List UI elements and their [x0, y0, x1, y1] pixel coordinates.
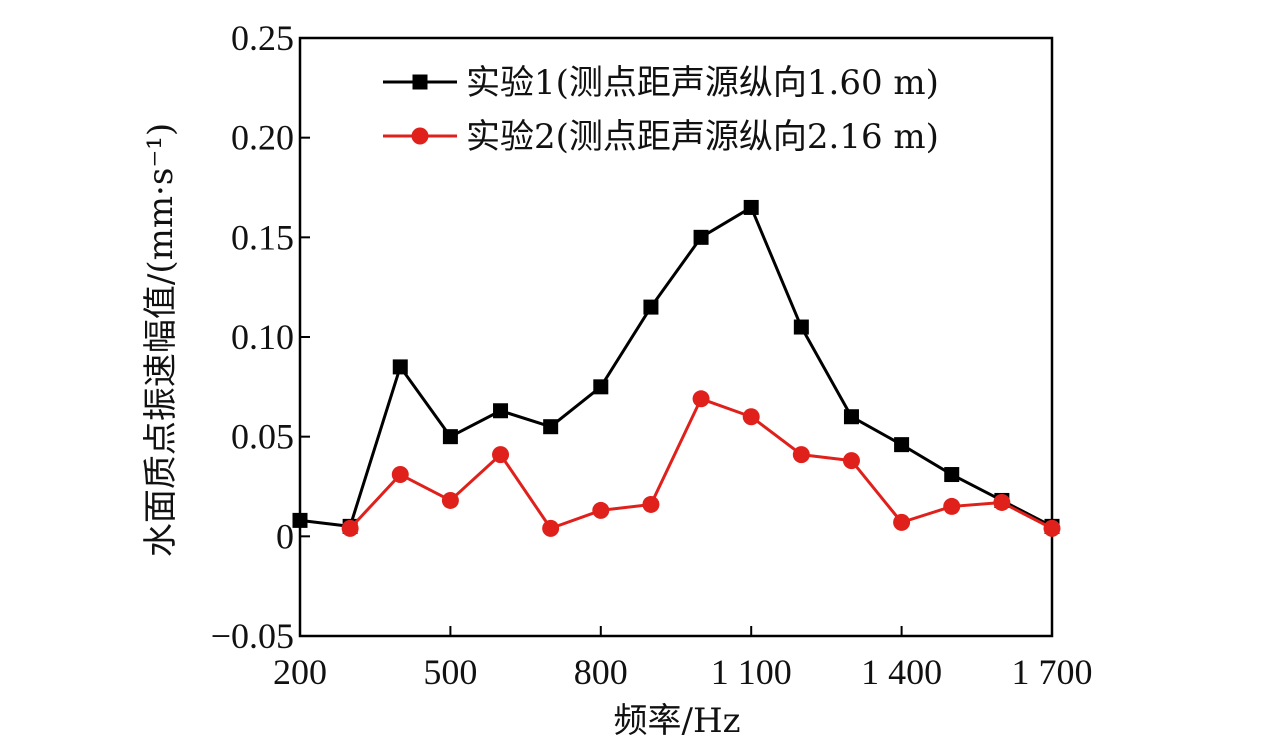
y-tick-label: 0.25 [231, 18, 294, 58]
series-1-line [299, 205, 1053, 528]
y-tick-label: 0.05 [231, 417, 294, 457]
series-2-point [642, 495, 660, 513]
series-1-point [392, 359, 408, 375]
y-axis-title: 水面质点振速幅值/(mm·s⁻¹) [141, 123, 181, 557]
series-1-point [493, 403, 509, 419]
legend-item-2-label: 实验2(测点距声源纵向2.16 m) [466, 117, 939, 157]
legend-item-2-point [411, 127, 429, 145]
x-tick-label: 800 [574, 652, 628, 692]
series-1-point [894, 437, 910, 453]
series-2-point [341, 519, 359, 537]
y-tick-label: 0.15 [231, 217, 294, 257]
y-tick-label: 0.20 [231, 118, 294, 158]
series-2-point [441, 491, 459, 509]
series [292, 199, 1061, 537]
series-2-point [993, 493, 1011, 511]
series-1-point [793, 319, 809, 335]
series-2-point [842, 452, 860, 470]
legend-item-1-label: 实验1(测点距声源纵向1.60 m) [466, 63, 939, 103]
legend: 实验1(测点距声源纵向1.60 m) 实验2(测点距声源纵向2.16 m) [383, 63, 939, 157]
y-tick-label: −0.05 [211, 616, 294, 656]
series-2-point [943, 497, 961, 515]
legend-item-1: 实验1(测点距声源纵向1.60 m) [383, 63, 939, 103]
legend-item-2: 实验2(测点距声源纵向2.16 m) [383, 117, 939, 157]
series-2-point [492, 446, 510, 464]
series-2-point [592, 501, 610, 519]
series-2-point [391, 466, 409, 484]
series-2-point [692, 390, 710, 408]
series-2-point [792, 446, 810, 464]
series-2-point [1043, 519, 1061, 537]
series-1-point [543, 419, 559, 435]
series-1-point [292, 512, 308, 528]
x-axis-title: 频率/Hz [613, 701, 740, 741]
series-1-point [643, 299, 659, 315]
y-tick-label: 0.10 [231, 317, 294, 357]
series-1-point [442, 429, 458, 445]
x-tick-label: 500 [423, 652, 477, 692]
x-tick-label: 1 100 [711, 652, 792, 692]
series-1-point [743, 199, 759, 215]
x-tick-label: 1 700 [1012, 652, 1093, 692]
x-tick-label: 1 400 [861, 652, 942, 692]
series-1-point [843, 409, 859, 425]
y-tick-label: 0 [276, 516, 294, 556]
series-1-point [944, 467, 960, 483]
series-2-point [542, 519, 560, 537]
ticks: −0.05 0 0.05 0.10 0.15 0.20 0.25 200 500 800 1 100… [211, 18, 1093, 692]
x-tick-label: 200 [273, 652, 327, 692]
series-2 [341, 390, 1061, 537]
legend-item-1-point [412, 74, 428, 90]
series-2-point [893, 513, 911, 531]
series-1 [292, 199, 1060, 534]
series-2-point [742, 408, 760, 426]
series-1-point [693, 229, 709, 245]
series-1-point [593, 379, 609, 395]
